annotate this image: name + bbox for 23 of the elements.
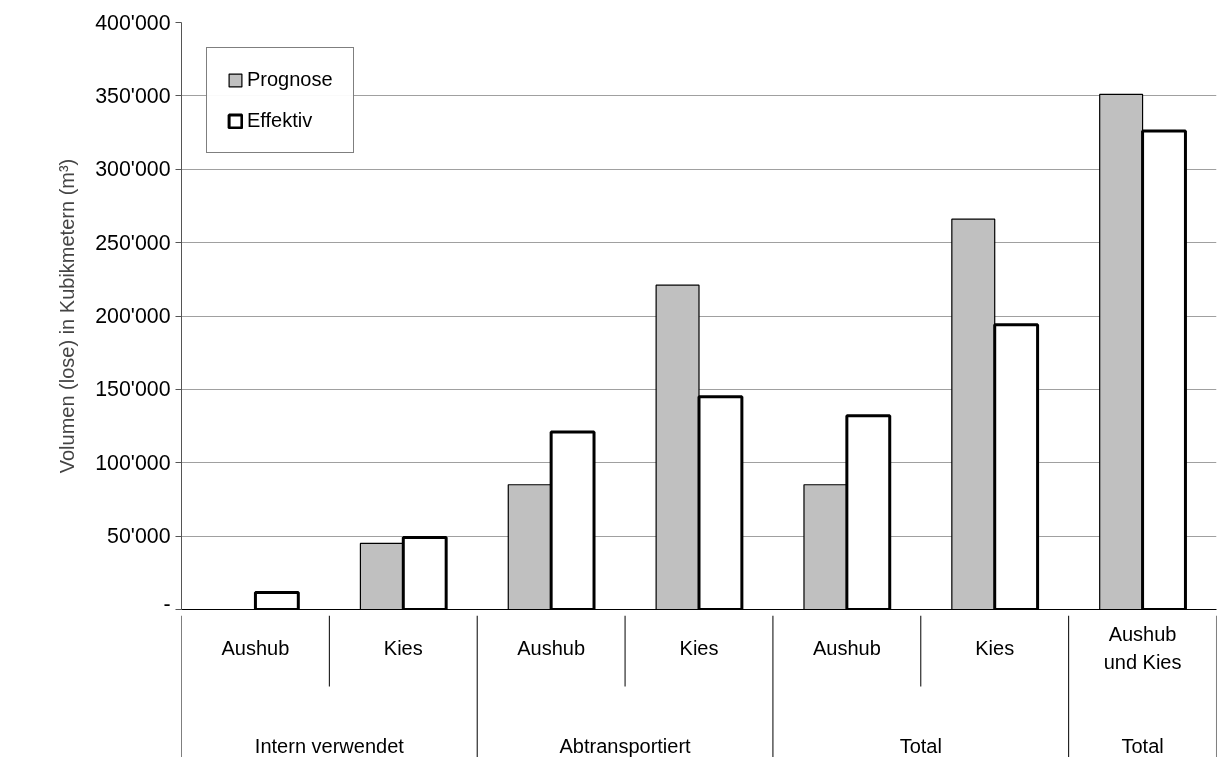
x-tick-label: Aushub und Kies [1103, 623, 1182, 673]
y-tick-label: - [163, 591, 171, 616]
y-tick-label: 50'000 [107, 524, 171, 549]
y-tick-label: 150'000 [95, 377, 171, 402]
text: Total [899, 735, 942, 757]
text: Intern verwendet [254, 735, 405, 757]
x-tick-label: Kies [975, 637, 1015, 660]
y-tick-label: 100'000 [95, 450, 171, 475]
x-tick-label: Kies [679, 637, 719, 660]
text: Abtransportiert [559, 735, 692, 757]
x-tick-label: Aushub [812, 637, 881, 660]
y-tick-label: 350'000 [95, 83, 171, 108]
legend-label: Prognose [247, 68, 333, 91]
x-tick-label: Aushub [221, 637, 290, 660]
y-tick-label: 400'000 [95, 10, 171, 35]
x-tick-label: Aushub [517, 637, 586, 660]
x-tick-label: Kies [383, 637, 423, 660]
y-tick-label: 300'000 [95, 157, 171, 182]
legend-label: Effektiv [247, 109, 313, 132]
y-tick-label: 200'000 [95, 304, 171, 328]
y-axis-title: Volumen (lose) in Kubikmetern (m³) [56, 158, 79, 474]
text: Total [1121, 735, 1164, 757]
y-tick-label: 250'000 [95, 230, 171, 255]
